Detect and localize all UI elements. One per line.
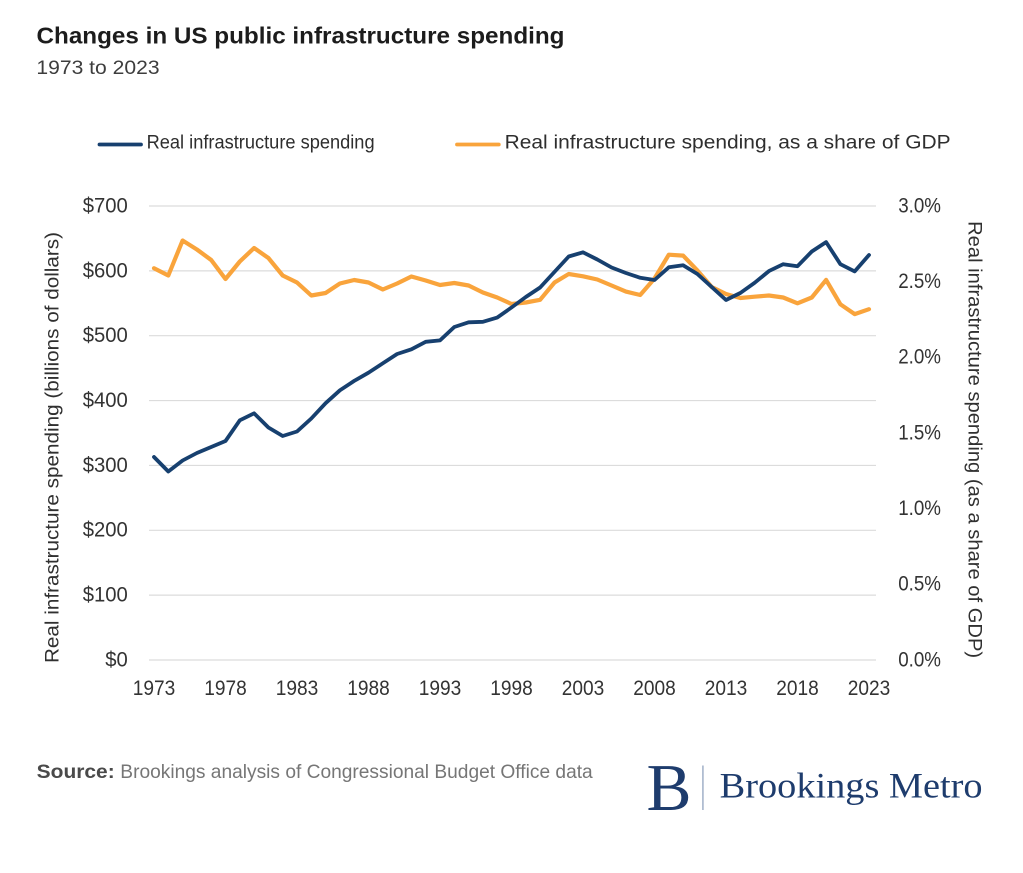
svg-text:1978: 1978 [204,677,247,700]
svg-text:1998: 1998 [490,677,533,700]
svg-text:0.5%: 0.5% [898,573,941,596]
svg-text:Real infrastructure spending (: Real infrastructure spending (as a share… [963,221,984,658]
svg-text:$400: $400 [83,389,128,412]
svg-text:2003: 2003 [562,677,605,700]
svg-text:Real infrastructure spending: Real infrastructure spending [147,132,375,153]
svg-text:$600: $600 [83,259,128,282]
svg-text:$100: $100 [83,584,128,607]
svg-text:$0: $0 [105,648,128,671]
svg-text:2023: 2023 [848,677,891,700]
svg-text:Real infrastructure spending,: Real infrastructure spending, as a share… [505,132,951,153]
svg-text:Source:Brookings analysis of C: Source: Brookings analysis of Congression… [37,761,593,783]
svg-text:$300: $300 [83,454,128,477]
svg-text:2018: 2018 [776,677,819,700]
svg-text:$500: $500 [83,324,128,347]
svg-text:$700: $700 [83,194,128,217]
svg-text:Changes in US public infrastru: Changes in US public infrastructure spen… [37,23,565,49]
svg-text:1993: 1993 [419,677,462,700]
svg-text:3.0%: 3.0% [898,194,941,217]
svg-text:2.5%: 2.5% [898,270,941,293]
svg-text:1988: 1988 [347,677,390,700]
svg-text:1983: 1983 [276,677,319,700]
svg-text:2013: 2013 [705,677,748,700]
svg-text:0.0%: 0.0% [898,648,941,671]
svg-text:1.0%: 1.0% [898,497,941,520]
svg-text:B: B [647,751,692,825]
svg-text:2008: 2008 [633,677,676,700]
svg-text:Real infrastructure spending (: Real infrastructure spending (billions o… [43,232,64,663]
svg-text:1973: 1973 [133,677,176,700]
svg-text:1973 to 2023: 1973 to 2023 [36,58,159,79]
svg-text:1.5%: 1.5% [898,421,941,444]
svg-text:$200: $200 [83,519,128,542]
svg-text:2.0%: 2.0% [898,346,941,369]
svg-text:Brookings Metro: Brookings Metro [720,766,983,806]
